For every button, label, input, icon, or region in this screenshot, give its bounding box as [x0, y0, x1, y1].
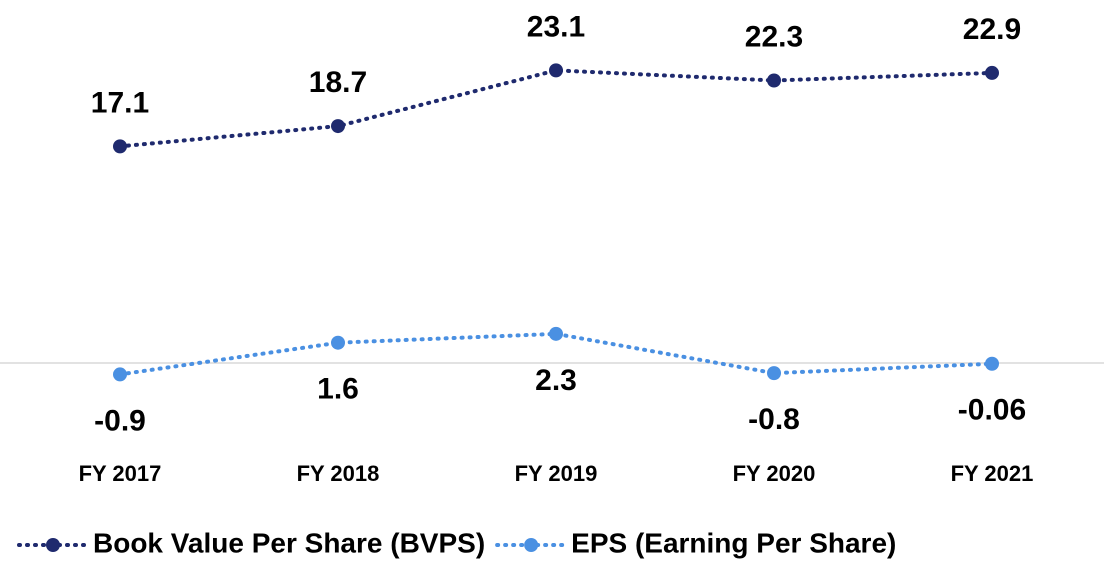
data-label: 2.3 [535, 364, 577, 397]
x-tick-label: FY 2018 [297, 461, 380, 486]
data-label: 22.3 [745, 20, 803, 53]
data-label: -0.06 [958, 394, 1026, 427]
marker [549, 63, 563, 78]
data-label: -0.8 [748, 403, 800, 436]
marker [331, 119, 345, 134]
data-label: 23.1 [527, 10, 585, 43]
marker [549, 326, 563, 341]
x-tick-label: FY 2020 [733, 461, 816, 486]
marker [985, 356, 999, 371]
marker [113, 139, 127, 154]
data-label: 1.6 [317, 373, 359, 406]
legend-label: EPS (Earning Per Share) [571, 527, 896, 558]
legend-label: Book Value Per Share (BVPS) [93, 527, 485, 558]
data-label: 17.1 [91, 86, 149, 119]
marker [331, 335, 345, 350]
marker [113, 367, 127, 382]
data-label: 22.9 [963, 13, 1021, 46]
marker [767, 73, 781, 88]
data-label: 18.7 [309, 66, 367, 99]
legend-marker [46, 538, 60, 552]
marker [767, 366, 781, 381]
x-tick-label: FY 2019 [515, 461, 598, 486]
x-tick-label: FY 2017 [79, 461, 162, 486]
marker [985, 65, 999, 80]
series-line [118, 68, 994, 149]
legend-marker [524, 538, 539, 552]
data-label: -0.9 [94, 404, 146, 437]
x-tick-label: FY 2021 [951, 461, 1034, 486]
